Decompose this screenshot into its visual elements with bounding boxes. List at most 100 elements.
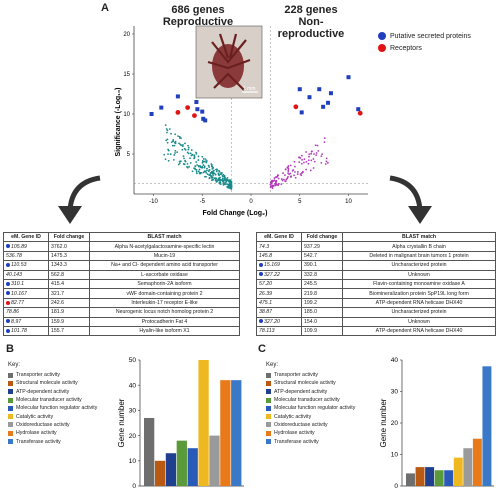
volcano-bg-point — [223, 179, 226, 182]
volcano-bg-point — [197, 155, 200, 158]
gene-id: 38.87 — [259, 309, 272, 316]
non-reproductive-genes-table: eM. Gene ID Fold change BLAST match 74.3… — [256, 231, 496, 337]
volcano-bg-point — [206, 160, 208, 162]
volcano-bg-point — [167, 159, 170, 162]
row-marker — [6, 291, 10, 296]
volcano-bg-point — [193, 167, 195, 170]
row-marker — [259, 272, 263, 277]
volcano-bg-point — [199, 165, 202, 167]
volcano-bg-point — [197, 164, 200, 167]
key-swatch — [8, 430, 13, 436]
volcano-bg-point — [212, 169, 215, 172]
fold-change-cell: 332.8 — [301, 269, 343, 280]
key-label: Transporter activity — [16, 372, 60, 379]
gene-id-cell: 40.143 — [3, 269, 49, 280]
volcano-bg-point — [163, 153, 166, 156]
volcano-bg-point — [289, 176, 292, 178]
blast-match-cell: L-ascorbate oxidase — [89, 269, 240, 280]
gene-id-cell: 78.86 — [3, 307, 49, 318]
volcano-bg-point — [166, 129, 169, 132]
volcano-bg-point — [181, 145, 184, 148]
volcano-bg-point — [286, 166, 289, 169]
gene-id-cell: 15.169 — [256, 260, 302, 271]
table-row: 310.1 415.4 Semaphorin-2A isoform — [3, 278, 240, 290]
volcano-bg-point — [179, 160, 182, 163]
volcano-bg-point — [227, 185, 230, 188]
blast-match-cell: Semaphorin-2A isoform — [89, 278, 240, 290]
key-item: Oxidoreductase activity — [8, 421, 97, 429]
key-label: Structural molecule activity — [274, 380, 336, 387]
volcano-bg-point — [210, 176, 213, 179]
key-swatch — [8, 422, 13, 428]
volcano-bg-point — [315, 152, 318, 154]
volcano-x-tick-label: 5 — [298, 199, 302, 205]
volcano-bg-point — [218, 181, 221, 184]
volcano-secreted-point — [297, 87, 302, 92]
volcano-bg-point — [225, 183, 228, 185]
volcano-bg-point — [317, 149, 320, 152]
volcano-bg-point — [282, 172, 284, 175]
key-item: ATP-dependent activity — [266, 388, 355, 396]
key-item: Transporter activity — [8, 371, 97, 379]
volcano-bg-point — [188, 165, 190, 168]
table-row: 82.77 242.6 Interleukin-17 receptor E-like — [3, 297, 240, 309]
volcano-bg-point — [269, 183, 272, 186]
table-row: 101.78 155.7 Hyalin-like isoform X1 — [3, 325, 240, 337]
volcano-bg-point — [275, 183, 278, 186]
panel-label-c: C — [258, 343, 266, 355]
volcano-bg-point — [269, 186, 272, 189]
fold-change-cell: 3762.0 — [48, 241, 90, 252]
volcano-bg-point — [228, 179, 231, 182]
volcano-bg-point — [187, 148, 190, 151]
bar-chart-b-y-tick-label: 20 — [129, 433, 137, 440]
volcano-bg-point — [228, 185, 231, 188]
bar-chart-c-y-tick-label: 10 — [391, 452, 399, 459]
row-marker — [6, 319, 10, 324]
volcano-secreted-point — [195, 107, 200, 112]
bar-chart-b: 0 10 20 30 40 50 Gene number — [117, 357, 244, 490]
key-label: Transferase activity — [16, 438, 61, 445]
volcano-bg-point — [166, 141, 169, 144]
volcano-bg-point — [168, 128, 171, 130]
volcano-bg-point — [191, 153, 194, 156]
volcano-x-tick-label: -10 — [149, 199, 158, 205]
key-item: Oxidoreductase activity — [266, 421, 355, 429]
volcano-bg-point — [193, 157, 196, 160]
blast-match-cell: ATP-dependent RNA helicase DHX40 — [342, 325, 496, 337]
volcano-bg-point — [300, 162, 303, 165]
row-marker — [6, 300, 10, 305]
volcano-bg-point — [191, 170, 194, 173]
key-label: Oxidoreductase activity — [16, 421, 70, 428]
volcano-bg-point — [164, 124, 167, 127]
volcano-bg-point — [315, 154, 318, 156]
blast-match-cell: Alpha N-acetylgalactosamine-specific lec… — [89, 241, 240, 252]
bar-chart-b-y-tick-label: 40 — [129, 382, 137, 389]
volcano-bg-point — [293, 160, 296, 163]
volcano-bg-point — [171, 144, 174, 147]
volcano-y-axis-label: Significance (-Log₁₀) — [115, 87, 122, 156]
volcano-bg-point — [195, 170, 198, 173]
key-label: ATP-dependent activity — [16, 388, 70, 395]
gene-id-cell: 57.20 — [256, 278, 302, 290]
non-reproductive-header: 228 genes Non-reproductive — [266, 4, 356, 40]
volcano-secreted-point — [175, 94, 180, 99]
volcano-bg-point — [294, 165, 296, 168]
volcano-bg-point — [181, 148, 184, 151]
volcano-bg-point — [199, 171, 202, 174]
volcano-bg-point — [201, 155, 204, 158]
volcano-bg-point — [287, 165, 290, 167]
key-swatch — [266, 372, 271, 378]
volcano-bg-point — [205, 161, 208, 164]
gene-id: 15.169 — [264, 262, 280, 269]
volcano-bg-point — [323, 137, 326, 140]
volcano-y-tick-label: 5 — [127, 152, 131, 158]
volcano-bg-point — [296, 171, 299, 173]
volcano-bg-point — [178, 162, 181, 165]
fold-change-cell: 219.8 — [301, 288, 343, 299]
volcano-x-tick-label: -5 — [200, 199, 206, 205]
volcano-bg-point — [210, 165, 213, 168]
volcano-bg-point — [291, 169, 294, 172]
left-arrow-head — [58, 206, 82, 224]
gene-id: 327.22 — [264, 271, 280, 278]
bar-chart-c-bar — [415, 467, 425, 486]
